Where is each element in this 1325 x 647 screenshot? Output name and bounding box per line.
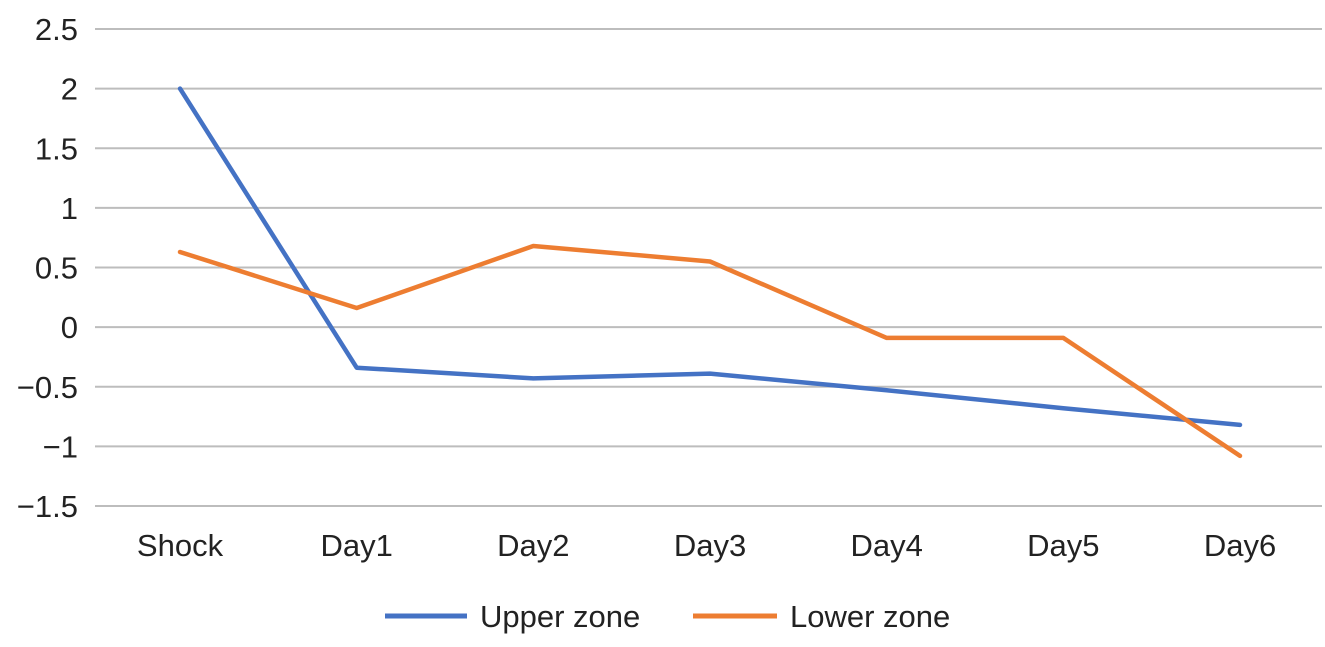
y-tick-label: −1.5 bbox=[17, 489, 78, 524]
series-line-upper-zone bbox=[177, 86, 1243, 428]
y-tick-label: 2 bbox=[61, 72, 78, 107]
y-tick-label: −0.5 bbox=[17, 370, 78, 405]
x-tick-label: Day1 bbox=[320, 528, 392, 563]
legend: Upper zone Lower zone bbox=[385, 599, 950, 634]
x-tick-label: Day6 bbox=[1204, 528, 1276, 563]
x-tick-label: Day4 bbox=[850, 528, 922, 563]
gridlines bbox=[95, 28, 1322, 507]
y-tick-label: 0 bbox=[61, 310, 78, 345]
legend-label-upper-zone: Upper zone bbox=[480, 599, 640, 634]
y-tick-label: −1 bbox=[43, 429, 78, 464]
x-tick-label: Day3 bbox=[674, 528, 746, 563]
x-tick-label: Shock bbox=[137, 528, 224, 563]
y-tick-label: 1.5 bbox=[35, 131, 78, 166]
x-tick-label: Day2 bbox=[497, 528, 569, 563]
y-tick-label: 2.5 bbox=[35, 12, 78, 47]
y-axis-tick-labels: 2.5 2 1.5 1 0.5 0 −0.5 −1 −1.5 bbox=[17, 12, 78, 524]
y-tick-label: 1 bbox=[61, 191, 78, 226]
series-lines bbox=[177, 86, 1243, 459]
legend-label-lower-zone: Lower zone bbox=[790, 599, 950, 634]
x-axis-tick-labels: Shock Day1 Day2 Day3 Day4 Day5 Day6 bbox=[137, 528, 1276, 563]
series-line-lower-zone bbox=[177, 243, 1243, 459]
y-tick-label: 0.5 bbox=[35, 251, 78, 286]
x-tick-label: Day5 bbox=[1027, 528, 1099, 563]
